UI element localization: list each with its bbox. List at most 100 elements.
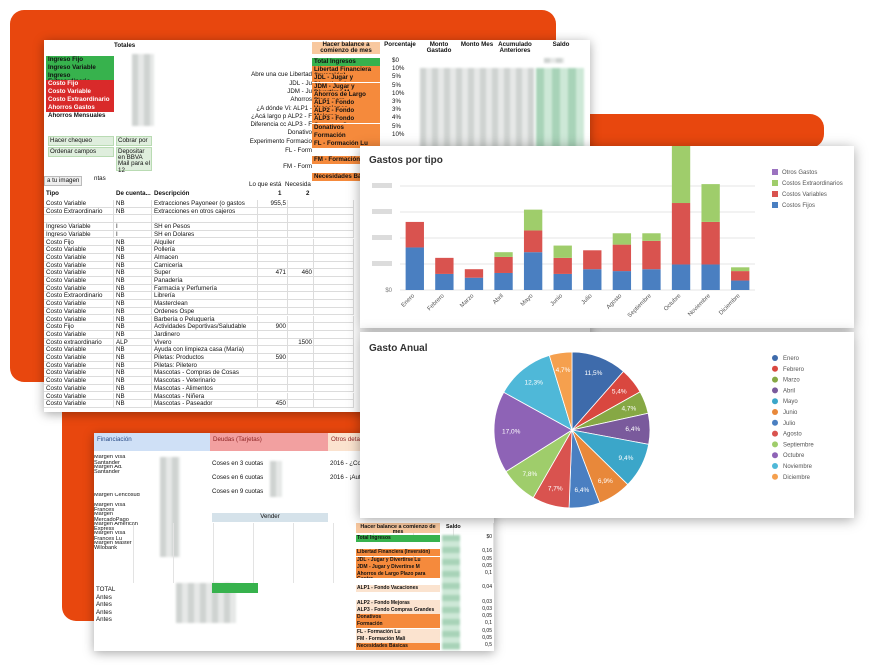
- cell-desc[interactable]: Mascotas - Compras de Cosas: [152, 369, 258, 378]
- cell-v2[interactable]: [288, 223, 314, 231]
- cell-empty[interactable]: [314, 277, 354, 285]
- cell-desc[interactable]: Jardinero: [152, 330, 258, 339]
- cell-v1[interactable]: 900: [258, 323, 288, 331]
- cell-desc[interactable]: Extracciones Payoneer (o gastos: [152, 200, 258, 208]
- cell-v2[interactable]: [288, 384, 314, 393]
- cell-empty[interactable]: [314, 346, 354, 354]
- cell-desc[interactable]: Carnicería: [152, 261, 258, 270]
- cell-cuenta[interactable]: NB: [114, 377, 152, 385]
- cell-tipo[interactable]: Costo Extraordinario: [44, 292, 114, 301]
- cell-empty[interactable]: [314, 238, 354, 247]
- cell-tipo[interactable]: Costo Variable: [44, 315, 114, 324]
- cell-cuenta[interactable]: ALP: [114, 338, 152, 347]
- cell-cuenta[interactable]: NB: [114, 277, 152, 285]
- cell-v1[interactable]: [258, 377, 288, 385]
- cell-cuenta[interactable]: NB: [114, 315, 152, 324]
- cell-v2[interactable]: [288, 392, 314, 401]
- cell-empty[interactable]: [314, 330, 354, 339]
- cell-v2[interactable]: [288, 261, 314, 270]
- cell-v1[interactable]: [258, 207, 288, 216]
- cell-cuenta[interactable]: NB: [114, 354, 152, 362]
- cell-v1[interactable]: [258, 284, 288, 293]
- cell-empty[interactable]: [314, 230, 354, 239]
- cell-v2[interactable]: [288, 292, 314, 301]
- cell-v1[interactable]: 590: [258, 354, 288, 362]
- cell-v1[interactable]: [258, 330, 288, 339]
- cell-cuenta[interactable]: NB: [114, 200, 152, 208]
- cell-tipo[interactable]: Costo Variable: [44, 200, 114, 208]
- cell-v2[interactable]: [288, 400, 314, 408]
- cell-tipo[interactable]: Costo Fijo: [44, 238, 114, 247]
- cell-cuenta[interactable]: NB: [114, 253, 152, 262]
- cell-v2[interactable]: [288, 307, 314, 316]
- cell-tipo[interactable]: Costo Variable: [44, 253, 114, 262]
- cell-v2[interactable]: [288, 323, 314, 331]
- cell-tipo[interactable]: Ingreso Variable: [44, 223, 114, 231]
- cell-tipo[interactable]: Costo Variable: [44, 277, 114, 285]
- cell-empty[interactable]: [314, 261, 354, 270]
- cell-tipo[interactable]: Ingreso Variable: [44, 230, 114, 239]
- cell-v2[interactable]: 1500: [288, 338, 314, 347]
- cell-cuenta[interactable]: NB: [114, 307, 152, 316]
- cell-v2[interactable]: [288, 377, 314, 385]
- cell-v1[interactable]: [258, 338, 288, 347]
- cell-tipo[interactable]: Costo Variable: [44, 284, 114, 293]
- cell-desc[interactable]: Mascotas - Niñera: [152, 392, 258, 401]
- cell-tipo[interactable]: Costo Variable: [44, 369, 114, 378]
- cell-cuenta[interactable]: NB: [114, 269, 152, 277]
- task-label[interactable]: Ordenar campos: [48, 147, 114, 157]
- cell-desc[interactable]: Barbería o Peluquería: [152, 315, 258, 324]
- cell-v1[interactable]: [258, 215, 288, 224]
- cell-tipo[interactable]: Costo Variable: [44, 392, 114, 401]
- task-label[interactable]: Depositar en BBVA Mail para el 12: [116, 147, 152, 173]
- cell-v2[interactable]: [288, 200, 314, 208]
- cell-empty[interactable]: [314, 315, 354, 324]
- cell-v1[interactable]: [258, 253, 288, 262]
- cell-cuenta[interactable]: NB: [114, 261, 152, 270]
- cell-desc[interactable]: Alquiler: [152, 238, 258, 247]
- cell-empty[interactable]: [314, 215, 354, 224]
- cell-tipo[interactable]: Costo Variable: [44, 384, 114, 393]
- cell-v2[interactable]: [288, 300, 314, 308]
- cell-cuenta[interactable]: NB: [114, 246, 152, 254]
- cell-tipo[interactable]: Costo Variable: [44, 307, 114, 316]
- cell-v1[interactable]: [258, 307, 288, 316]
- cell-tipo[interactable]: Costo Variable: [44, 300, 114, 308]
- cell-cuenta[interactable]: NB: [114, 300, 152, 308]
- cell-tipo[interactable]: Costo Variable: [44, 261, 114, 270]
- cell-empty[interactable]: [314, 354, 354, 362]
- cell-v1[interactable]: [258, 277, 288, 285]
- cell-desc[interactable]: Farmacia y Perfumería: [152, 284, 258, 293]
- cell-v1[interactable]: 955,5: [258, 200, 288, 208]
- cell-desc[interactable]: Extracciones en otros cajeros: [152, 207, 258, 216]
- cell-v1[interactable]: [258, 392, 288, 401]
- cell-empty[interactable]: [314, 253, 354, 262]
- cell-desc[interactable]: Mascotas - Alimentos: [152, 384, 258, 393]
- cell-v2[interactable]: [288, 253, 314, 262]
- cell-empty[interactable]: [314, 392, 354, 401]
- cell-v1[interactable]: [258, 369, 288, 378]
- cell-v1[interactable]: 471: [258, 269, 288, 277]
- cell-desc[interactable]: Actividades Deportivas/Saludable: [152, 323, 258, 331]
- cell-v1[interactable]: [258, 246, 288, 254]
- cell-empty[interactable]: [314, 377, 354, 385]
- task-label[interactable]: Cobrar por: [116, 136, 152, 146]
- cell-v2[interactable]: [288, 284, 314, 293]
- cell-v1[interactable]: [258, 292, 288, 301]
- cell-tipo[interactable]: Costo Extraordinario: [44, 207, 114, 216]
- cell-v1[interactable]: [258, 384, 288, 393]
- cell-empty[interactable]: [314, 361, 354, 370]
- cell-v1[interactable]: [258, 346, 288, 354]
- cell-v2[interactable]: [288, 207, 314, 216]
- cell-desc[interactable]: Vivero: [152, 338, 258, 347]
- cell-desc[interactable]: Mascotas - Veterinario: [152, 377, 258, 385]
- cell-v1[interactable]: [258, 230, 288, 239]
- cell-empty[interactable]: [314, 200, 354, 208]
- cell-tipo[interactable]: Costo Variable: [44, 354, 114, 362]
- cell-v1[interactable]: [258, 261, 288, 270]
- cell-desc[interactable]: Super: [152, 269, 258, 277]
- cell-cuenta[interactable]: I: [114, 223, 152, 231]
- cell-empty[interactable]: [314, 300, 354, 308]
- cell-desc[interactable]: Librería: [152, 292, 258, 301]
- cell-empty[interactable]: [314, 284, 354, 293]
